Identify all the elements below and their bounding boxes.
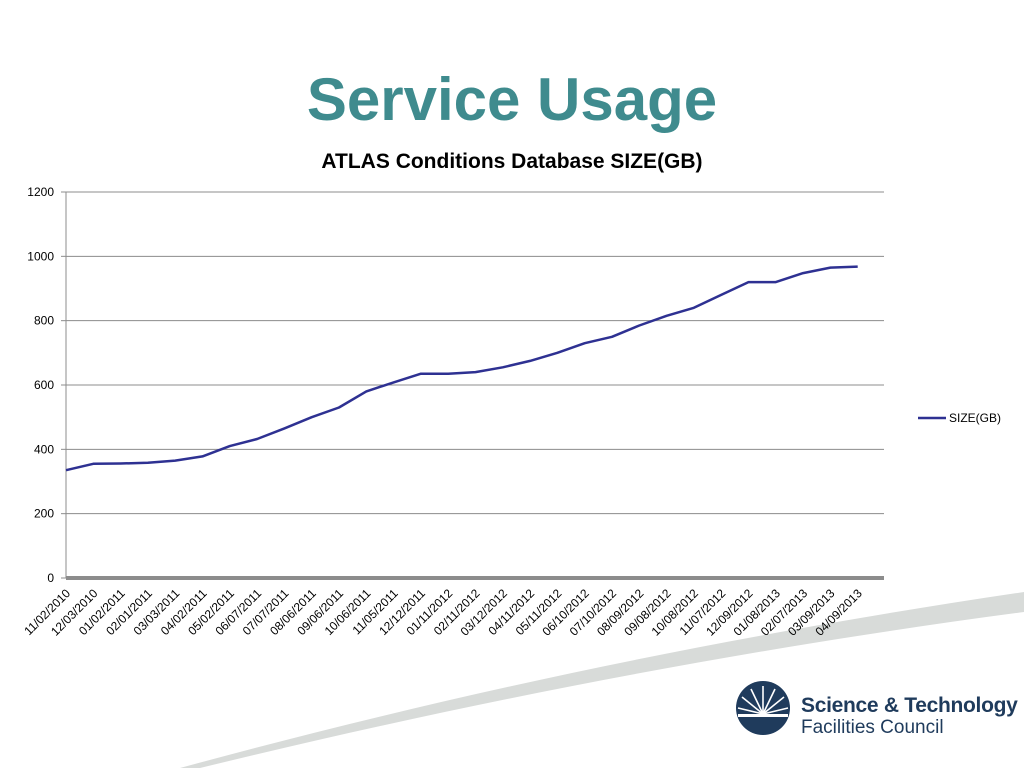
- decorative-swoosh: [180, 592, 1024, 768]
- stfc-emblem-icon: [736, 681, 790, 735]
- y-tick-label: 400: [34, 442, 54, 456]
- stfc-logo: Science & Technology Facilities Council: [735, 680, 1018, 740]
- y-tick-label: 1200: [27, 185, 54, 199]
- slide-title: Service Usage: [306, 66, 718, 133]
- logo-text-line2: Facilities Council: [801, 717, 944, 738]
- legend-label: SIZE(GB): [949, 411, 1001, 425]
- series-line-size-gb-: [65, 265, 858, 472]
- grid: [66, 191, 884, 515]
- y-axis: 0 200 400 600 800 1000 1200: [27, 185, 67, 585]
- series-layer: [65, 265, 858, 472]
- y-tick-label: 1000: [27, 249, 54, 263]
- y-tick-label: 800: [34, 314, 54, 328]
- x-axis: 11/02/201012/03/201001/02/201102/01/2011…: [21, 576, 884, 639]
- y-tick-label: 600: [34, 378, 54, 392]
- logo-text-line1: Science & Technology: [801, 694, 1018, 717]
- y-tick-label: 200: [34, 507, 54, 521]
- y-tick-label: 0: [47, 571, 54, 585]
- legend: SIZE(GB): [918, 411, 1001, 425]
- chart-title: ATLAS Conditions Database SIZE(GB): [321, 150, 702, 173]
